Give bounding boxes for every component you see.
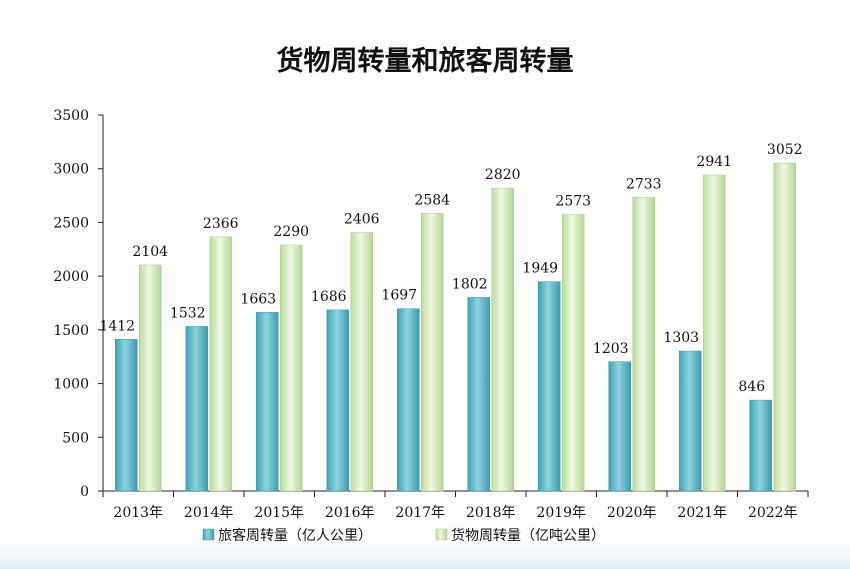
- legend-label-passenger: 旅客周转量（亿人公里）: [218, 527, 372, 544]
- passenger-bar: [397, 308, 420, 492]
- x-tick-label: 2021年: [677, 505, 727, 521]
- freight-bar: [703, 174, 726, 492]
- freight-bar: [421, 213, 444, 492]
- x-tick-label: 2016年: [325, 505, 375, 521]
- passenger-bar: [679, 350, 702, 492]
- passenger-bar: [256, 312, 279, 492]
- freight-value-label: 2733: [626, 176, 662, 192]
- freight-value-label: 2290: [273, 224, 309, 240]
- passenger-bar: [326, 309, 349, 492]
- passenger-bar: [467, 297, 490, 492]
- passenger-value-label: 846: [738, 379, 765, 395]
- freight-bar: [773, 162, 796, 492]
- legend-swatch-freight: [435, 528, 448, 541]
- y-tick-label: 0: [80, 484, 89, 500]
- passenger-value-label: 1802: [452, 276, 488, 292]
- y-tick-label: 2500: [53, 215, 89, 231]
- axes: 0 500 1000 1500 2000 2500 3000 3500 2013年 2014年 20…: [53, 108, 809, 521]
- bottom-decoration: [0, 543, 850, 569]
- freight-bar: [562, 214, 585, 492]
- passenger-value-label: 1697: [381, 288, 417, 304]
- y-tick-label: 1000: [53, 377, 89, 393]
- passenger-value-label: 1949: [522, 261, 558, 277]
- x-tick-label: 2022年: [748, 505, 798, 521]
- passenger-bar: [115, 339, 138, 492]
- freight-value-label: 2573: [555, 194, 591, 210]
- x-tick-label: 2015年: [254, 505, 304, 521]
- passenger-bar: [185, 326, 208, 492]
- passenger-bar: [749, 399, 772, 492]
- freight-bar: [350, 232, 373, 492]
- passenger-value-label: 1663: [240, 291, 276, 307]
- passenger-value-label: 1532: [170, 305, 206, 321]
- passenger-value-label: 1686: [311, 289, 347, 305]
- chart-title: 货物周转量和旅客周转量: [277, 45, 574, 77]
- y-tick-label: 2000: [53, 269, 89, 285]
- passenger-value-label: 1303: [663, 330, 699, 346]
- freight-bar: [491, 187, 514, 492]
- x-tick-label: 2014年: [184, 505, 234, 521]
- passenger-value-label: 1203: [593, 341, 629, 357]
- freight-value-label: 2584: [414, 192, 450, 208]
- data-labels: 1412 2104 1532 2366 1663 2290 1686 2406 1697 2584…: [99, 142, 802, 395]
- freight-value-label: 2941: [696, 154, 732, 170]
- legend-swatch-passenger: [202, 528, 215, 541]
- freight-bar: [139, 264, 162, 492]
- passenger-value-label: 1412: [99, 318, 135, 334]
- freight-value-label: 2104: [132, 244, 168, 260]
- bars: [115, 162, 796, 492]
- x-tick-label: 2018年: [466, 505, 516, 521]
- y-tick-label: 3000: [53, 162, 89, 178]
- freight-bar: [632, 197, 655, 492]
- y-tick-label: 1500: [53, 323, 89, 339]
- freight-bar: [280, 244, 303, 492]
- x-tick-label: 2019年: [536, 505, 586, 521]
- freight-value-label: 2366: [203, 216, 239, 232]
- freight-value-label: 2406: [344, 212, 380, 228]
- y-tick-label: 3500: [53, 108, 89, 124]
- passenger-bar: [608, 361, 631, 492]
- x-tick-label: 2017年: [395, 505, 445, 521]
- x-tick-label: 2013年: [113, 505, 163, 521]
- y-tick-label: 500: [62, 430, 89, 446]
- freight-bar: [209, 236, 232, 492]
- legend-label-freight: 货物周转量（亿吨公里）: [451, 527, 605, 544]
- freight-value-label: 3052: [767, 142, 803, 158]
- x-tick-label: 2020年: [607, 505, 657, 521]
- freight-value-label: 2820: [485, 167, 521, 183]
- legend: 旅客周转量（亿人公里） 货物周转量（亿吨公里）: [202, 527, 605, 544]
- passenger-bar: [538, 281, 561, 492]
